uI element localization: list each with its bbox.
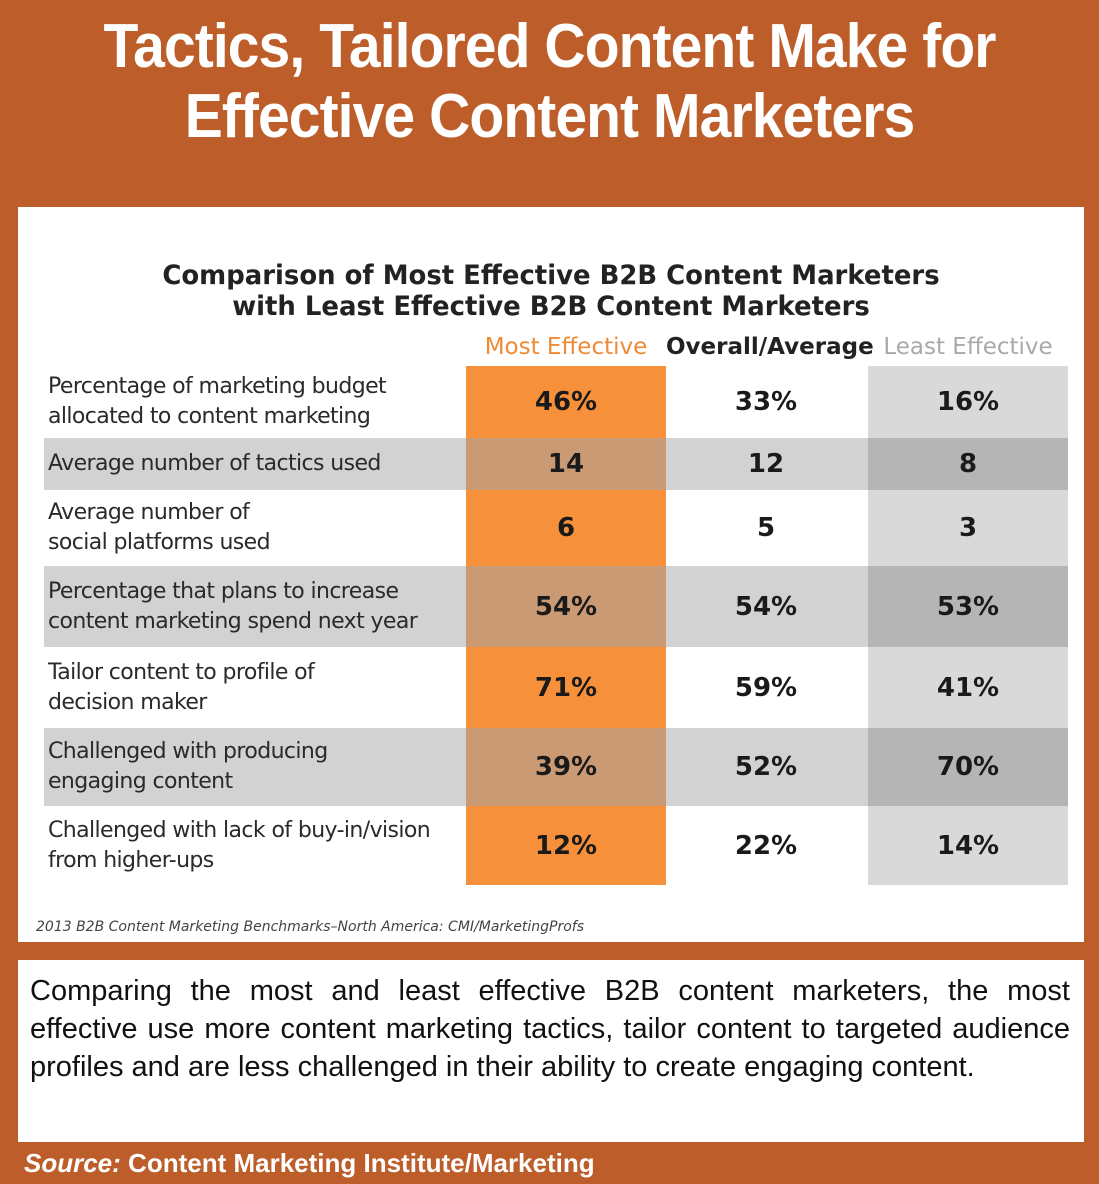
row-label-line: Percentage that plans to increase bbox=[48, 578, 399, 604]
row-label: Challenged with lack of buy-in/vision fro… bbox=[48, 806, 468, 885]
cell-most-effective: 12% bbox=[466, 806, 666, 885]
cell-overall-average: 12 bbox=[747, 449, 785, 479]
headline: Tactics, Tailored Content Make for Effec… bbox=[44, 12, 1055, 152]
row-label-line: engaging content bbox=[48, 769, 233, 794]
cell-least-effective: 53% bbox=[868, 566, 1068, 647]
row-label-line: Challenged with lack of buy-in/vision bbox=[48, 817, 431, 843]
table-row: Challenged with producing engaging conten… bbox=[44, 728, 1068, 806]
row-label: Average number of social platforms used bbox=[48, 490, 468, 566]
cell-overall-average: 22% bbox=[734, 830, 798, 861]
row-label-line: Percentage of marketing budget bbox=[48, 374, 387, 399]
row-label: Percentage of marketing budget allocated … bbox=[48, 366, 468, 438]
row-label: Percentage that plans to increase content… bbox=[48, 566, 468, 647]
row-label-line: from higher-ups bbox=[48, 847, 214, 873]
cell-least-effective: 3 bbox=[868, 490, 1068, 566]
cell-most-effective: 54% bbox=[466, 566, 666, 647]
cell-most-effective: 39% bbox=[466, 728, 666, 806]
row-label-line: Challenged with producing bbox=[48, 739, 328, 764]
cell-most-effective: 6 bbox=[466, 490, 666, 566]
chart-title: Comparison of Most Effective B2B Content… bbox=[39, 260, 1062, 322]
cell-least-effective: 8 bbox=[868, 438, 1068, 490]
table-row: Average number of tactics used 14 12 8 bbox=[44, 438, 1068, 490]
column-header-overall-average: Overall/Average bbox=[666, 334, 874, 360]
row-label: Challenged with producing engaging conten… bbox=[48, 728, 468, 806]
table-row: Average number of social platforms used 6 5… bbox=[44, 490, 1068, 566]
caption-text: Comparing the most and least effective B… bbox=[30, 975, 1070, 1083]
row-label-line: Average number of bbox=[48, 500, 250, 525]
cell-most-effective: 14 bbox=[466, 438, 666, 490]
headline-line-2: Effective Content Marketers bbox=[184, 82, 916, 151]
row-label: Average number of tactics used bbox=[48, 438, 468, 490]
chart-title-line-1: Comparison of Most Effective B2B Content… bbox=[162, 260, 940, 291]
table-row: Tailor content to profile of decision mak… bbox=[44, 647, 1068, 728]
table-row: Percentage that plans to increase content… bbox=[44, 566, 1068, 647]
cell-most-effective: 71% bbox=[466, 647, 666, 728]
cell-overall-average: 33% bbox=[734, 387, 798, 417]
table-row: Percentage of marketing budget allocated … bbox=[44, 366, 1068, 438]
chart-title-line-2: with Least Effective B2B Content Markete… bbox=[232, 291, 870, 322]
cell-overall-average: 52% bbox=[734, 752, 798, 782]
row-label-line: Average number of tactics used bbox=[48, 451, 381, 476]
source-line: Source: Content Marketing Institute/Mark… bbox=[24, 1148, 595, 1179]
column-header-most-effective: Most Effective bbox=[484, 334, 648, 360]
table-row: Challenged with lack of buy-in/vision fro… bbox=[44, 806, 1068, 885]
column-header-least-effective: Least Effective bbox=[883, 334, 1053, 360]
cell-overall-average: 5 bbox=[756, 513, 776, 543]
row-label-line: social platforms used bbox=[48, 530, 271, 555]
row-label-line: content marketing spend next year bbox=[48, 608, 418, 634]
cell-least-effective: 41% bbox=[868, 647, 1068, 728]
cell-least-effective: 14% bbox=[868, 806, 1068, 885]
row-label-line: allocated to content marketing bbox=[48, 404, 371, 429]
source-label: Source: bbox=[24, 1148, 121, 1178]
chart-card: Comparison of Most Effective B2B Content… bbox=[18, 207, 1084, 942]
cell-least-effective: 70% bbox=[868, 728, 1068, 806]
source-text: Content Marketing Institute/Marketing bbox=[128, 1148, 595, 1178]
cell-least-effective: 16% bbox=[868, 366, 1068, 438]
headline-line-1: Tactics, Tailored Content Make for bbox=[103, 12, 996, 81]
cell-most-effective: 46% bbox=[466, 366, 666, 438]
row-label-line: Tailor content to profile of bbox=[48, 659, 315, 685]
row-label: Tailor content to profile of decision mak… bbox=[48, 647, 468, 728]
cell-overall-average: 59% bbox=[734, 672, 798, 703]
caption-box: Comparing the most and least effective B… bbox=[18, 960, 1084, 1142]
cell-overall-average: 54% bbox=[734, 591, 798, 622]
chart-source-note: 2013 B2B Content Marketing Benchmarks–No… bbox=[36, 919, 585, 935]
row-label-line: decision maker bbox=[48, 689, 207, 715]
